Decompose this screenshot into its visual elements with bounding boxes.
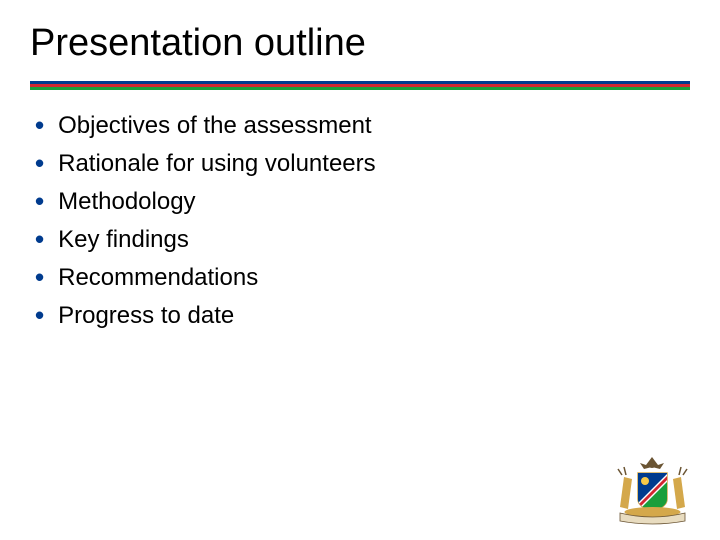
bullet-text: Objectives of the assessment <box>58 110 371 142</box>
slide-title: Presentation outline <box>30 22 690 65</box>
divider-line-green <box>30 87 690 90</box>
list-item: • Objectives of the assessment <box>35 110 690 142</box>
bullet-text: Methodology <box>58 186 195 218</box>
bullet-icon: • <box>35 302 44 328</box>
bullet-icon: • <box>35 150 44 176</box>
bullet-icon: • <box>35 226 44 252</box>
list-item: • Progress to date <box>35 300 690 332</box>
bullet-text: Key findings <box>58 224 189 256</box>
coat-of-arms-icon <box>610 455 695 525</box>
bullet-list: • Objectives of the assessment • Rationa… <box>30 110 690 332</box>
list-item: • Methodology <box>35 186 690 218</box>
slide: Presentation outline • Objectives of the… <box>0 0 720 540</box>
bullet-text: Recommendations <box>58 262 258 294</box>
bullet-icon: • <box>35 112 44 138</box>
bullet-icon: • <box>35 188 44 214</box>
list-item: • Key findings <box>35 224 690 256</box>
bullet-text: Rationale for using volunteers <box>58 148 376 180</box>
list-item: • Recommendations <box>35 262 690 294</box>
divider <box>30 81 690 90</box>
bullet-text: Progress to date <box>58 300 234 332</box>
list-item: • Rationale for using volunteers <box>35 148 690 180</box>
bullet-icon: • <box>35 264 44 290</box>
